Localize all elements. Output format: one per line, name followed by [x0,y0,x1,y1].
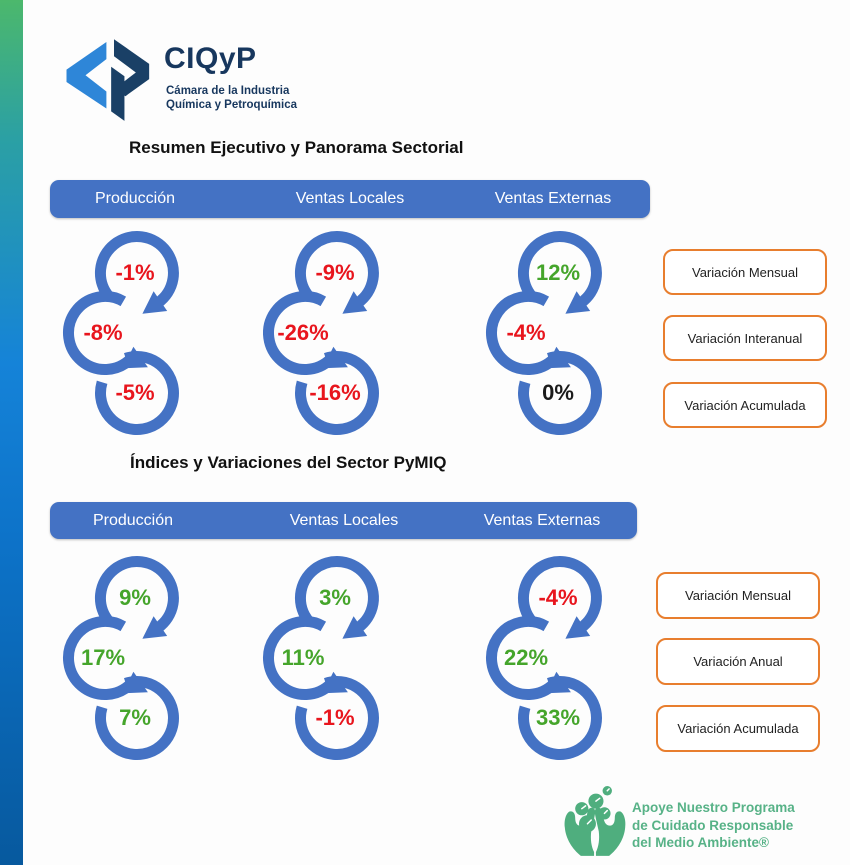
column-header-ventas-locales: Ventas Locales [289,511,399,529]
brand-subtitle-line1: Cámara de la Industria [166,85,290,97]
legend-label: Variación Mensual [692,264,798,280]
section-2-title: Índices y Variaciones del Sector PyMIQ [130,453,447,472]
legend-variacion-mensual: Variación Mensual [663,249,827,295]
chain-ventas-locales-2: 3% 11% -1% [263,556,388,768]
chain-produccion-1: -1% -8% -5% [63,231,188,443]
brand-name: CIQyP [164,42,257,75]
value-label: -4% [538,585,578,610]
chain-ventas-externas-1: 12% -4% 0% [486,231,611,443]
chain-ventas-externas-2: -4% 22% 33% [486,556,611,768]
value-label: 22% [503,645,549,670]
value-label: 3% [319,585,351,610]
legend-variacion-interanual: Variación Interanual [663,315,827,361]
brand-subtitle-line2: Química y Petroquímica [166,99,298,111]
chain-ventas-locales-1: -9% -26% -16% [263,231,388,443]
column-header-ventas-locales: Ventas Locales [295,190,405,207]
eco-program-line3: del Medio Ambiente® [632,835,769,850]
legend-variacion-acumulada: Variación Acumulada [656,705,820,752]
left-gradient-bar [0,0,23,865]
circular-arrows-icon [263,231,379,435]
value-label: -9% [315,260,355,285]
section-1-header-bar: Producción Ventas Locales Ventas Externa… [50,180,650,218]
value-label: -4% [506,320,546,345]
value-label: 12% [535,260,581,285]
column-header-ventas-externas: Ventas Externas [483,511,601,529]
value-label: 17% [80,645,126,670]
circular-arrows-icon [486,556,602,760]
ciqyp-logo-icon [66,39,150,121]
value-label: -5% [115,380,155,405]
circular-arrows-icon [263,556,379,760]
section-2-header-bar: Producción Ventas Locales Ventas Externa… [50,502,637,539]
circular-arrows-icon [486,231,602,435]
legend-label: Variación Anual [693,654,783,669]
column-header-produccion: Producción [92,511,174,529]
value-label: 11% [281,645,325,670]
value-label: -1% [115,260,155,285]
value-label: -26% [277,320,329,345]
legend-label: Variación Acumulada [677,721,799,736]
section-1-title: Resumen Ejecutivo y Panorama Sectorial [129,138,464,157]
eco-program-text: Apoye Nuestro Programa de Cuidado Respon… [632,799,795,852]
value-label: 9% [119,585,151,610]
column-header-ventas-externas: Ventas Externas [494,190,612,207]
value-label: 33% [535,705,581,730]
legend-variacion-acumulada: Variación Acumulada [663,382,827,428]
circular-arrows-icon [63,231,179,435]
legend-label: Variación Mensual [685,588,791,603]
value-label: 7% [119,705,151,730]
eco-hands-icon [564,786,626,856]
legend-label: Variación Interanual [687,330,803,346]
value-label: 0% [542,380,574,405]
legend-label: Variación Acumulada [684,397,806,413]
legend-variacion-anual: Variación Anual [656,638,820,685]
value-label: -8% [83,320,123,345]
legend-variacion-mensual: Variación Mensual [656,572,820,619]
eco-program-line2: de Cuidado Responsable [632,817,794,833]
eco-program-line1: Apoye Nuestro Programa [632,800,795,815]
value-label: -16% [309,380,361,405]
brand-subtitle: Cámara de la Industria Química y Petroqu… [166,84,297,112]
chain-produccion-2: 9% 17% 7% [63,556,188,768]
circular-arrows-icon [63,556,179,760]
value-label: -1% [315,705,355,730]
column-header-produccion: Producción [94,190,176,207]
